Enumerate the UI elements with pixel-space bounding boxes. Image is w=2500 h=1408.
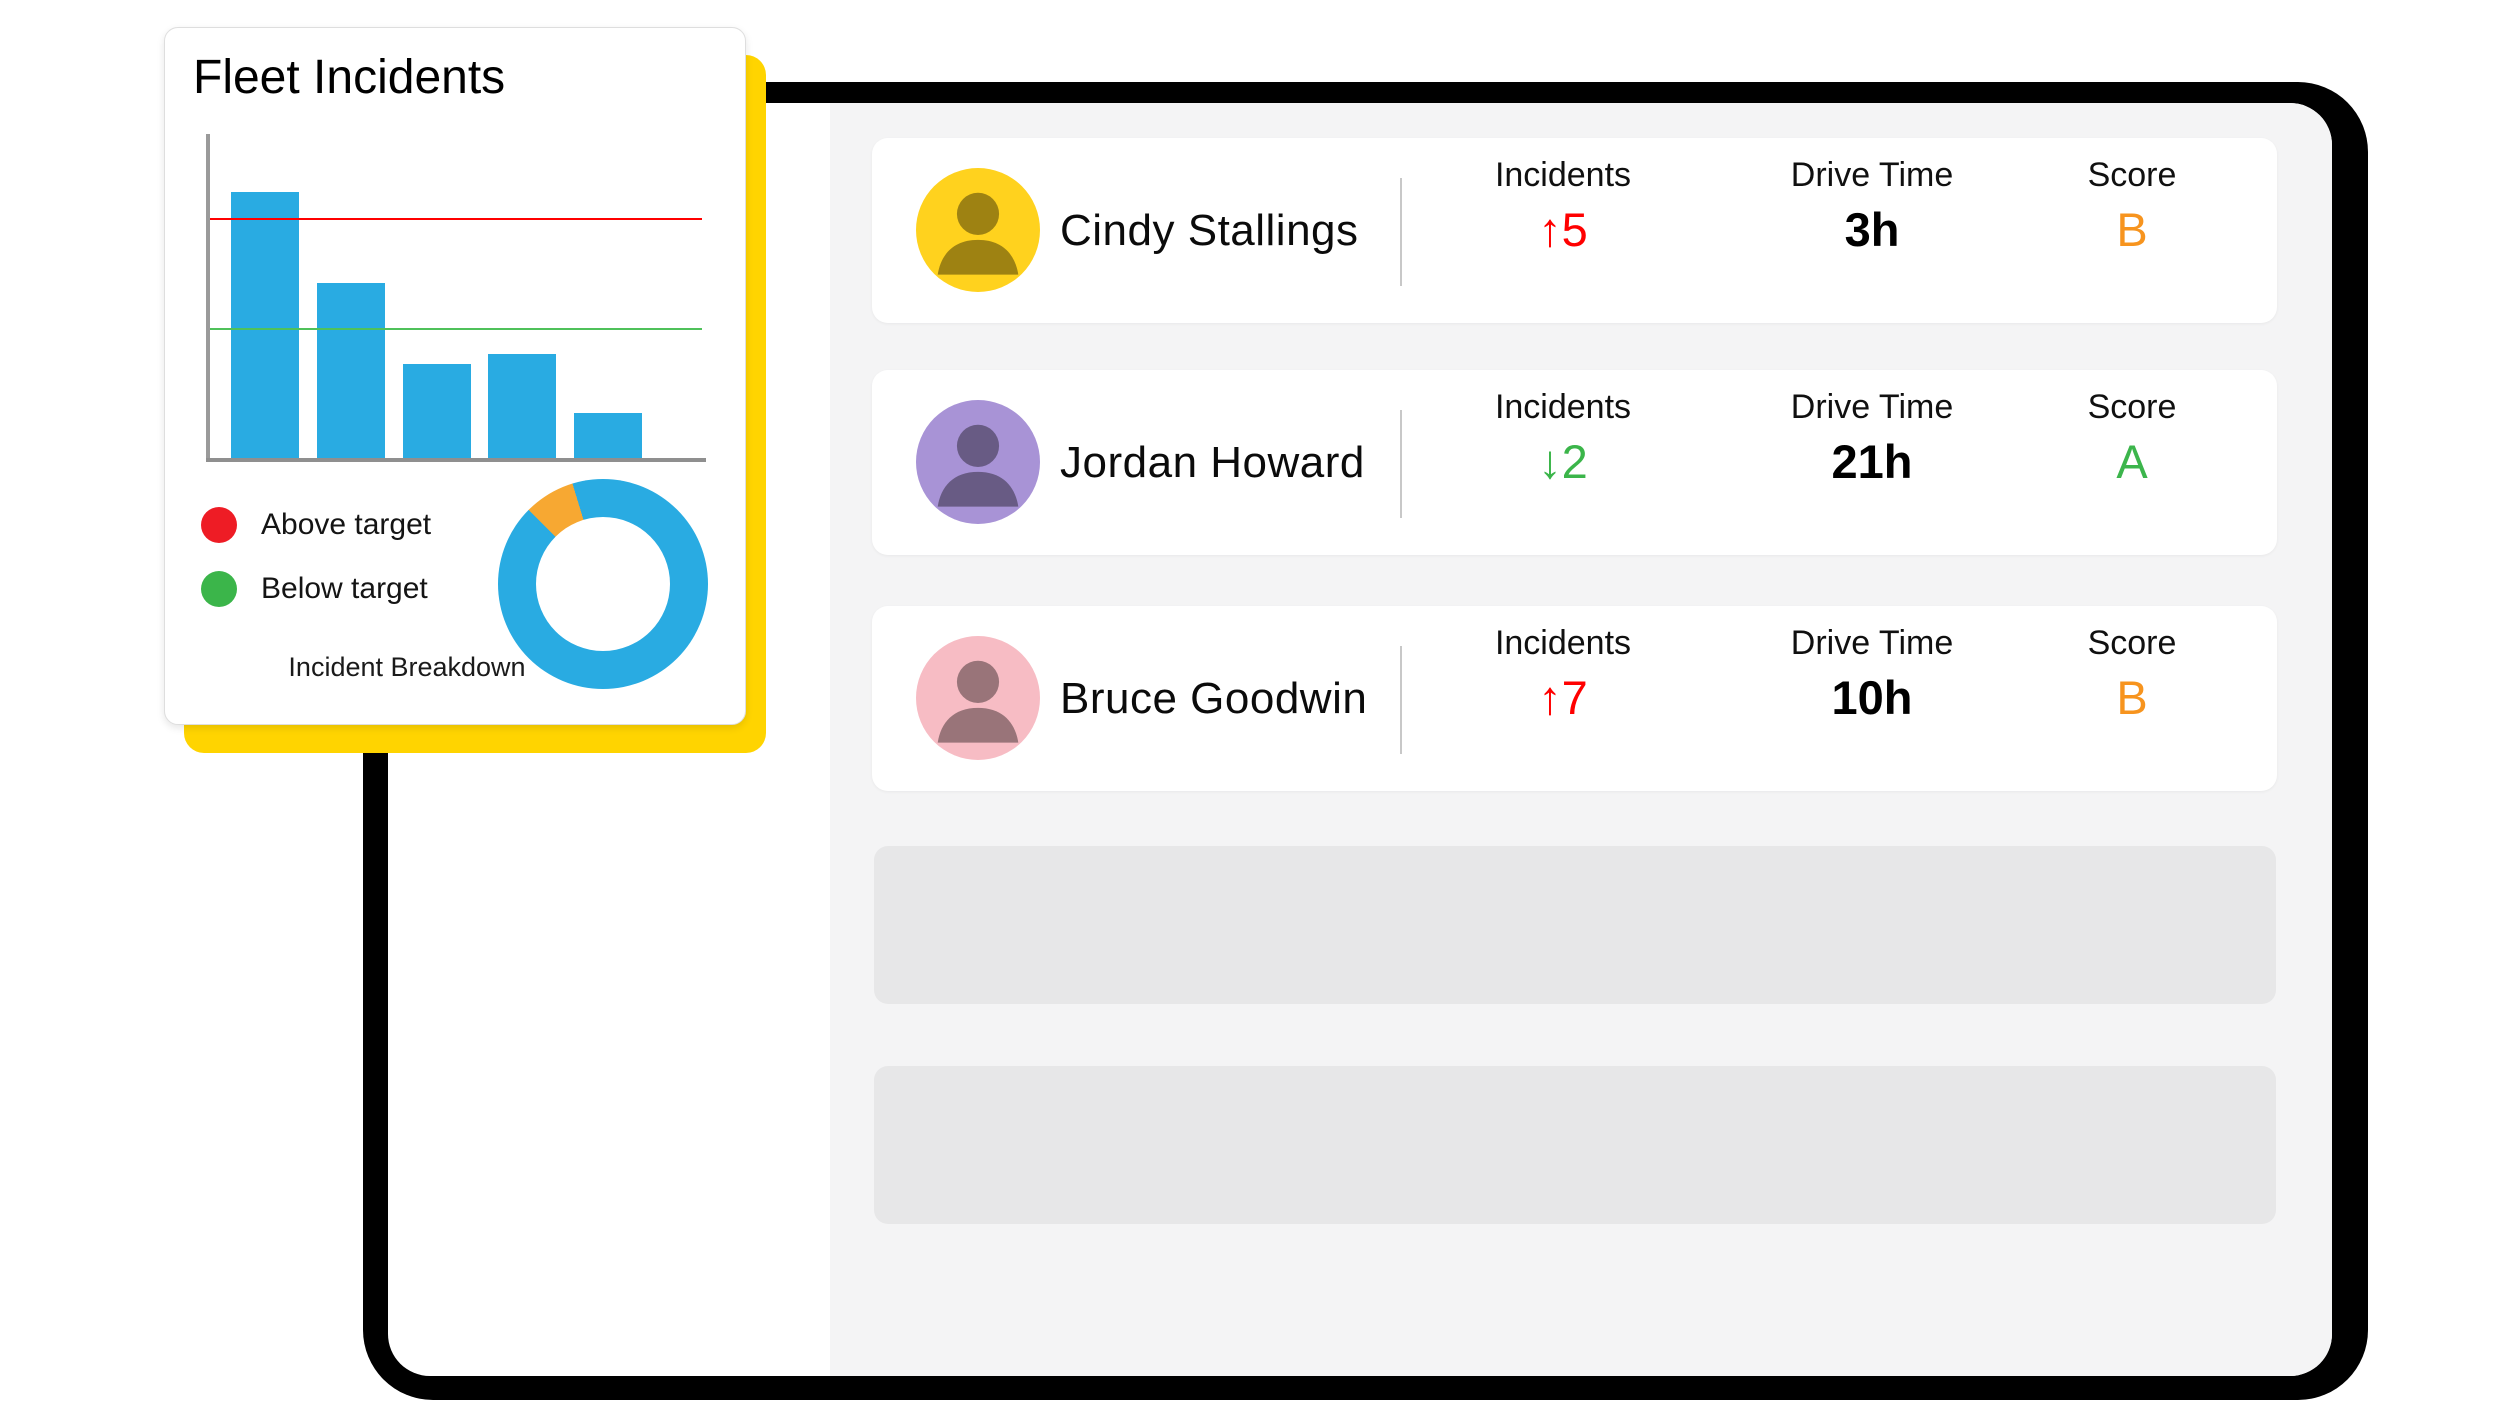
score-value: B [2116,671,2148,724]
score-value: A [2116,435,2148,488]
placeholder-row [874,1066,2276,1224]
column-header: Incidents [1494,156,1632,194]
bar [231,192,299,458]
score-value: B [2116,203,2148,256]
avatar [916,168,1040,292]
bar [488,354,557,458]
incidents-up-value: ↑7 [1538,671,1588,724]
legend-dot-icon [201,571,237,607]
score-column: Score B [2012,606,2252,791]
avatar-photo [937,192,1019,275]
drive-time-value: 21h [1831,435,1913,488]
donut-hole [536,517,670,651]
column-divider [1400,646,1402,754]
drive-time-value: 10h [1831,671,1913,724]
above-target-line [210,218,702,221]
driver-row[interactable]: Bruce Goodwin Incidents ↑7 Drive Time 10h Sco… [872,606,2277,791]
column-divider [1400,410,1402,518]
avatar [916,400,1040,524]
drive-time-column: Drive Time 10h [1722,606,2022,791]
below-target-line [210,328,702,331]
legend-item: Below target [201,570,428,608]
card-title: Fleet Incidents [193,51,506,104]
drive-time-column: Drive Time 3h [1722,138,2022,323]
bar-chart [210,134,702,458]
avatar [916,636,1040,760]
incident-breakdown-donut [498,479,708,689]
column-header: Drive Time [1790,624,1954,662]
placeholder-row [874,846,2276,1004]
legend-label: Above target [261,508,432,541]
chart-y-axis [206,134,210,462]
incidents-column: Incidents ↑5 [1428,138,1698,323]
column-divider [1400,178,1402,286]
driver-name: Jordan Howard [1060,437,1365,487]
driver-row[interactable]: Cindy Stallings Incidents ↑5 Drive Time 3h Sc… [872,138,2277,323]
bar [402,364,471,458]
column-header: Score [2087,156,2177,194]
driver-name: Cindy Stallings [1060,205,1359,255]
legend-item: Above target [201,506,431,544]
score-column: Score A [2012,370,2252,555]
bar [574,412,642,458]
column-header: Incidents [1494,388,1632,426]
bar [316,283,385,458]
incidents-down-value: ↓2 [1538,435,1588,488]
donut-label: Incident Breakdown [288,652,526,682]
drive-time-column: Drive Time 21h [1722,370,2022,555]
column-header: Incidents [1494,624,1632,662]
column-header: Score [2087,388,2177,426]
incidents-column: Incidents ↑7 [1428,606,1698,791]
fleet-incidents-card: Fleet Incidents Above target Below target… [164,27,746,725]
score-column: Score B [2012,138,2252,323]
legend-dot-icon [201,507,237,543]
legend-label: Below target [261,572,428,605]
avatar-photo [937,660,1019,743]
incidents-column: Incidents ↓2 [1428,370,1698,555]
column-header: Score [2087,624,2177,662]
drivers-panel: Cindy Stallings Incidents ↑5 Drive Time 3h Sc… [830,103,2332,1376]
column-header: Drive Time [1790,388,1954,426]
chart-x-axis [206,458,706,462]
avatar-photo [937,424,1019,507]
column-header: Drive Time [1790,156,1954,194]
drive-time-value: 3h [1844,203,1900,256]
driver-row[interactable]: Jordan Howard Incidents ↓2 Drive Time 21h Sco… [872,370,2277,555]
driver-name: Bruce Goodwin [1060,673,1368,723]
incidents-up-value: ↑5 [1538,203,1588,256]
